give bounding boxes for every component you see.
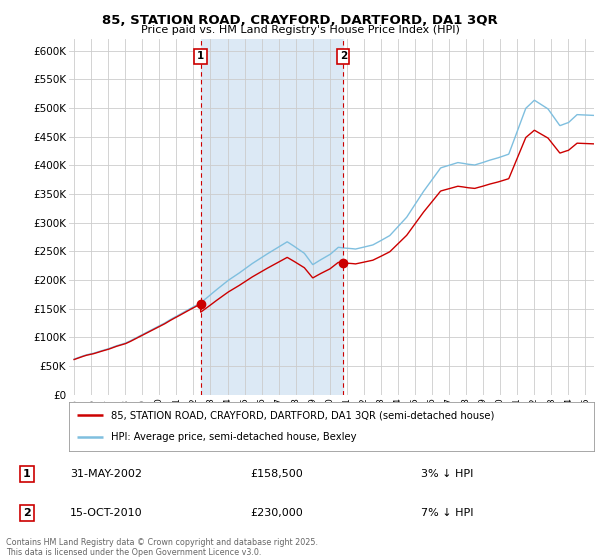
Text: 3% ↓ HPI: 3% ↓ HPI bbox=[421, 469, 473, 479]
Text: 15-OCT-2010: 15-OCT-2010 bbox=[70, 508, 142, 518]
Text: 1: 1 bbox=[197, 52, 204, 62]
Text: 1: 1 bbox=[23, 469, 31, 479]
Text: 31-MAY-2002: 31-MAY-2002 bbox=[70, 469, 142, 479]
Text: 2: 2 bbox=[23, 508, 31, 518]
Text: 7% ↓ HPI: 7% ↓ HPI bbox=[421, 508, 473, 518]
Bar bbox=[200, 39, 343, 395]
Text: 85, STATION ROAD, CRAYFORD, DARTFORD, DA1 3QR (semi-detached house): 85, STATION ROAD, CRAYFORD, DARTFORD, DA… bbox=[111, 410, 494, 421]
Text: 2: 2 bbox=[340, 52, 347, 62]
Text: HPI: Average price, semi-detached house, Bexley: HPI: Average price, semi-detached house,… bbox=[111, 432, 356, 442]
Text: Contains HM Land Registry data © Crown copyright and database right 2025.
This d: Contains HM Land Registry data © Crown c… bbox=[6, 538, 318, 557]
Text: Price paid vs. HM Land Registry's House Price Index (HPI): Price paid vs. HM Land Registry's House … bbox=[140, 25, 460, 35]
Text: £230,000: £230,000 bbox=[250, 508, 303, 518]
Text: 85, STATION ROAD, CRAYFORD, DARTFORD, DA1 3QR: 85, STATION ROAD, CRAYFORD, DARTFORD, DA… bbox=[102, 14, 498, 27]
Text: £158,500: £158,500 bbox=[250, 469, 303, 479]
